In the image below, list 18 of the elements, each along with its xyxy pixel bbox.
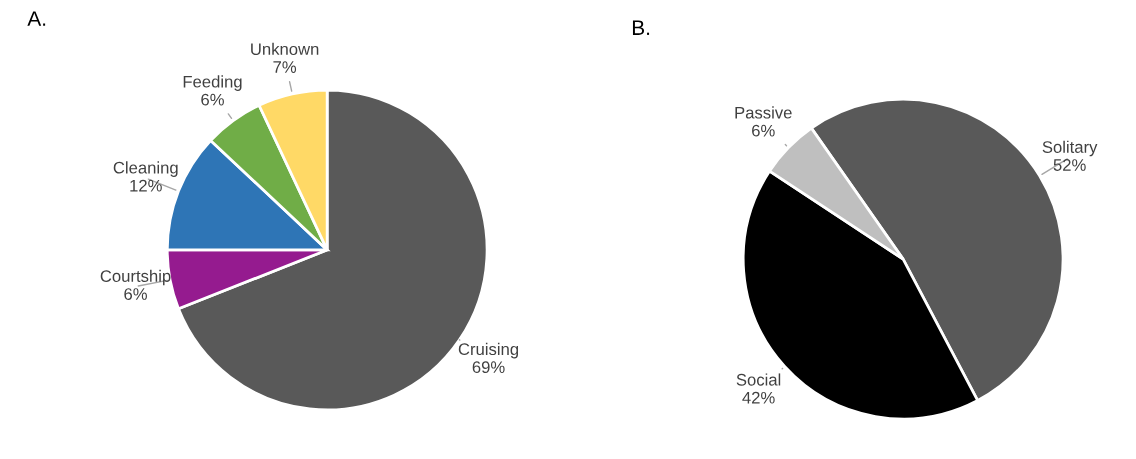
slice-label: Solitary bbox=[1042, 140, 1098, 157]
data-label: 69% bbox=[472, 361, 505, 374]
slice-label: Courtship bbox=[100, 269, 171, 286]
data-label: 6% bbox=[752, 124, 775, 137]
slice-label: Social bbox=[736, 373, 781, 386]
data-label: 7% bbox=[273, 61, 297, 73]
chart-title: B. bbox=[632, 20, 650, 35]
data-label: 12% bbox=[130, 179, 162, 192]
slice-label: Feeding bbox=[183, 75, 242, 91]
slice-label: Cleaning bbox=[113, 161, 178, 177]
slice-label: Cruising bbox=[458, 342, 519, 359]
slice-label: Unknown bbox=[251, 42, 319, 56]
chart-title: A. bbox=[27, 11, 46, 26]
data-label: 42% bbox=[742, 391, 775, 404]
data-label: 6% bbox=[124, 288, 147, 300]
data-label: 52% bbox=[1053, 159, 1086, 171]
data-label: 6% bbox=[201, 93, 224, 106]
slice-label: Passive bbox=[735, 106, 792, 119]
